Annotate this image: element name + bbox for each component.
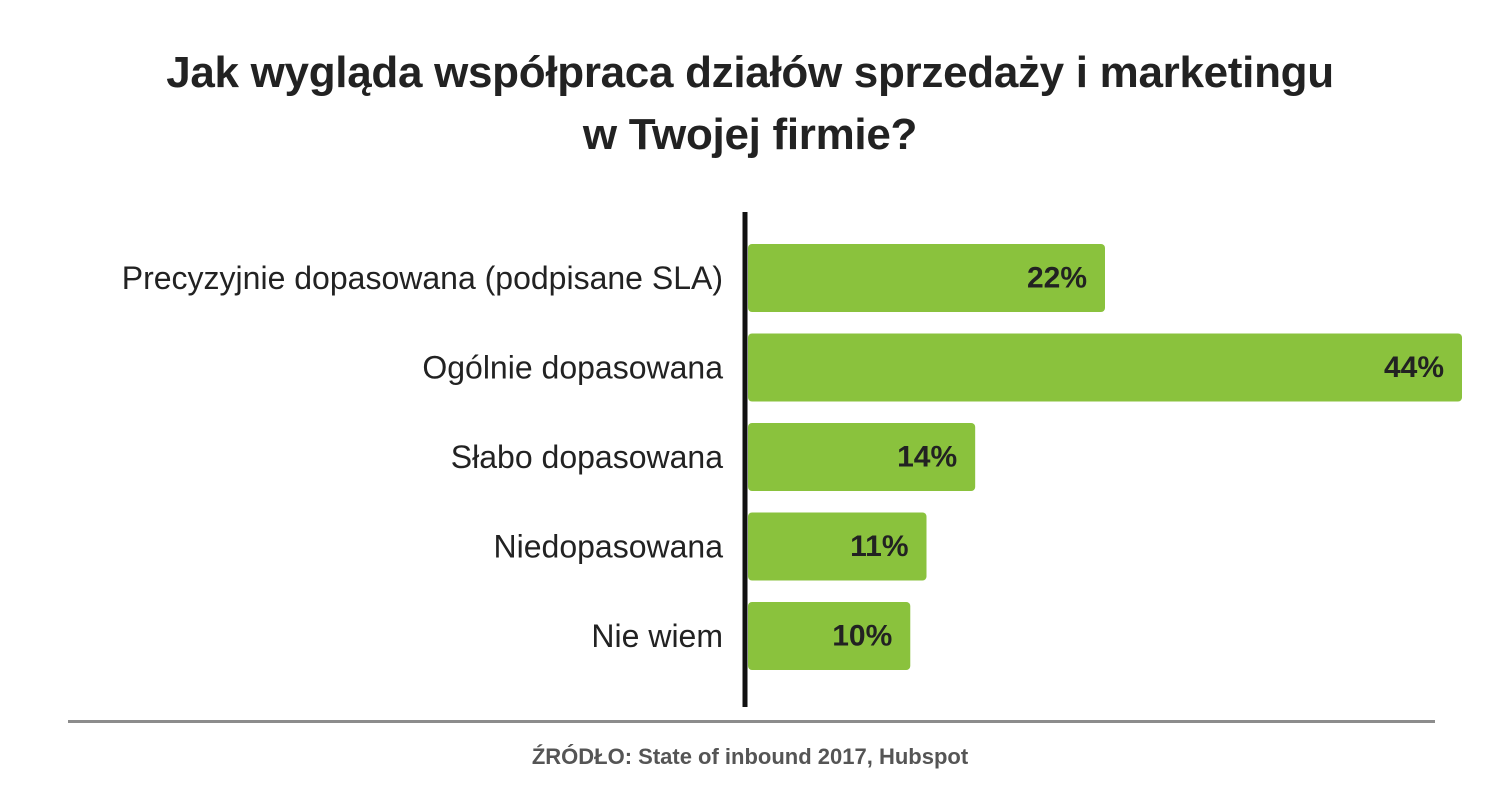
category-label: Niedopasowana	[494, 529, 724, 565]
category-label: Słabo dopasowana	[451, 439, 723, 475]
bar	[748, 333, 1462, 402]
category-label: Precyzyjnie dopasowana (podpisane SLA)	[122, 260, 723, 296]
divider	[68, 720, 1435, 723]
value-label: 44%	[1384, 351, 1444, 384]
bar	[748, 602, 911, 670]
bar	[748, 423, 976, 491]
value-label: 11%	[850, 530, 908, 563]
value-label: 14%	[897, 441, 957, 474]
bar	[748, 244, 1105, 312]
chart-title-line-1: Jak wygląda współpraca działów sprzedaży…	[166, 48, 1334, 97]
chart-title: Jak wygląda współpraca działów sprzedaży…	[0, 42, 1500, 166]
value-label: 22%	[1027, 262, 1087, 295]
chart-title-line-2: w Twojej firmie?	[582, 110, 918, 159]
bar	[748, 512, 927, 581]
value-label: 10%	[832, 620, 892, 653]
category-label: Nie wiem	[591, 618, 723, 654]
category-label: Ogólnie dopasowana	[422, 350, 723, 386]
source-note: ŹRÓDŁO: State of inbound 2017, Hubspot	[531, 744, 969, 769]
